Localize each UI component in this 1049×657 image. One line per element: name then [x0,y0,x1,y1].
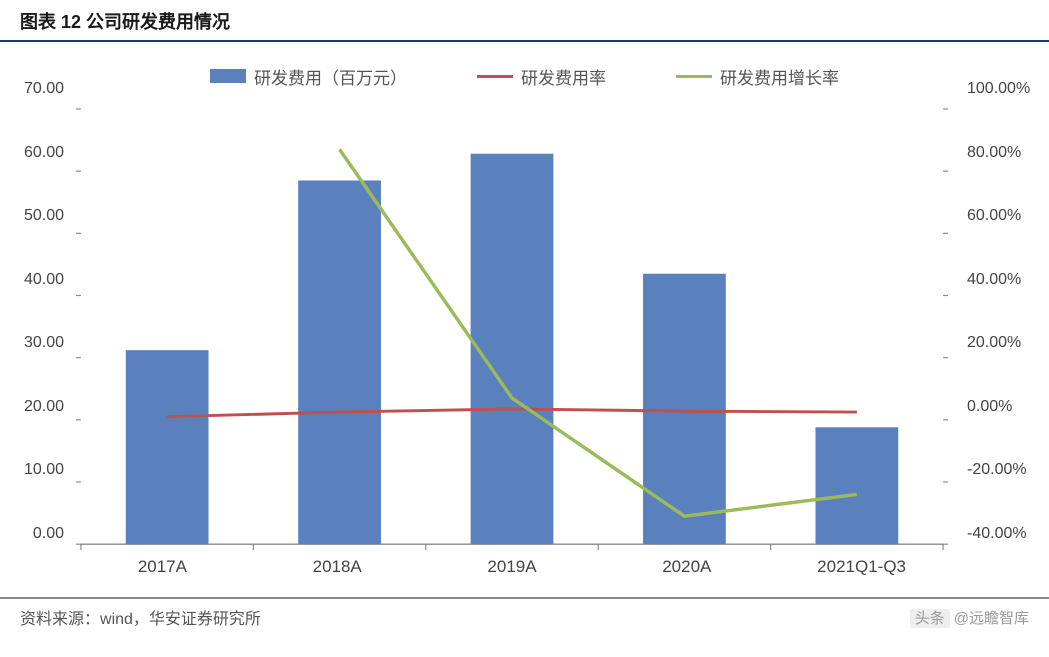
legend-line2-label: 研发费用增长率 [720,64,839,89]
y-left-tick: 10.00 [0,461,70,479]
watermark-badge: 头条 [910,609,950,628]
y-right-tick: 80.00% [961,144,1031,162]
watermark-handle: @远瞻智库 [954,610,1029,627]
y-left-tick: 70.00 [0,80,70,98]
bar [471,154,554,544]
legend-bar-label: 研发费用（百万元） [254,64,407,89]
plot-area [75,107,949,552]
bar [298,180,381,544]
bar [815,427,898,544]
bar-swatch-icon [210,69,246,83]
x-tick: 2018A [250,557,425,587]
x-tick: 2019A [425,557,600,587]
chart-svg [75,107,949,552]
line-swatch-icon [477,75,513,78]
y-axis-left: 0.0010.0020.0030.0040.0050.0060.0070.00 [0,107,70,552]
legend-item-bar: 研发费用（百万元） [210,64,407,89]
bar [643,274,726,544]
y-right-tick: 60.00% [961,207,1031,225]
source-label: 资料来源： [20,611,100,628]
y-left-tick: 40.00 [0,271,70,289]
x-axis: 2017A2018A2019A2020A2021Q1-Q3 [75,557,949,587]
line-swatch-icon [676,75,712,78]
y-right-tick: -20.00% [961,461,1031,479]
x-tick: 2017A [75,557,250,587]
y-right-tick: 0.00% [961,398,1031,416]
chart-container: 研发费用（百万元） 研发费用率 研发费用增长率 0.00 10.00 20.00 30… [0,42,1049,597]
y-right-tick: 20.00% [961,334,1031,352]
source-value: wind，华安证券研究所 [100,611,261,628]
y-axis-right: -40.00% -20.00% 0.00% 20.00% 40.00% 60.00% 80.… [961,107,1031,552]
legend: 研发费用（百万元） 研发费用率 研发费用增长率 [0,42,1049,92]
source-bar: 资料来源：wind，华安证券研究所 头条@远瞻智库 [0,597,1049,635]
source-text: 资料来源：wind，华安证券研究所 [20,605,261,629]
y-left-tick: 60.00 [0,144,70,162]
legend-line1-label: 研发费用率 [521,64,606,89]
x-tick: 2020A [599,557,774,587]
y-left-tick: 50.00 [0,207,70,225]
y-left-tick: 0.00 [0,525,70,543]
line-growth [340,149,857,516]
y-right-tick: 40.00% [961,271,1031,289]
x-tick: 2021Q1-Q3 [774,557,949,587]
bar [126,350,209,544]
chart-title: 图表 12 公司研发费用情况 [0,0,1049,42]
legend-item-line2: 研发费用增长率 [676,64,839,89]
y-left-tick: 30.00 [0,334,70,352]
watermark: 头条@远瞻智库 [910,607,1029,628]
y-left-tick: 20.00 [0,398,70,416]
y-right-tick: -40.00% [961,525,1031,543]
legend-item-line1: 研发费用率 [477,64,606,89]
y-right-tick: 100.00% [961,80,1031,98]
